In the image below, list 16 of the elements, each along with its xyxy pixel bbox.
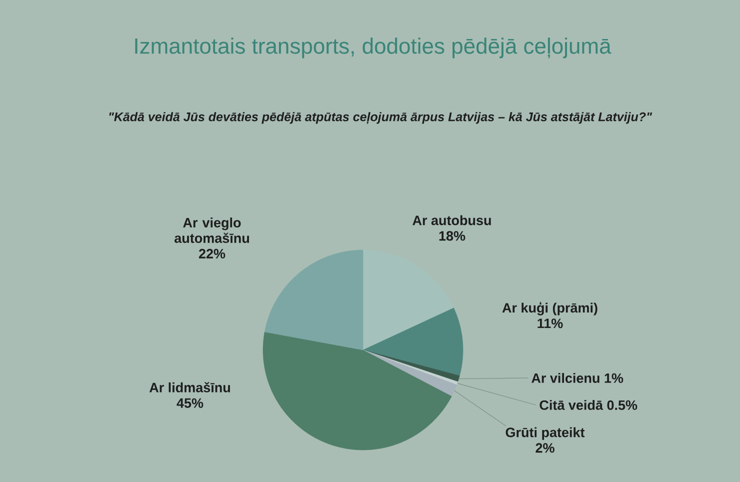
chart-subtitle: "Kādā veidā Jūs devāties pēdējā atpūtas ceļojumā ārpus Latvijas – kā Jūs atstājāt Latviju?" xyxy=(109,112,652,124)
slice-label: Ar lidmašīnu xyxy=(149,382,230,392)
slice-label: Ar kuģi (prāmi) xyxy=(502,302,598,316)
slice-label: Ar autobusu xyxy=(412,215,491,226)
data-label: 2% xyxy=(536,443,554,453)
data-label: 11% xyxy=(538,318,563,328)
data-label: 0.5% xyxy=(607,400,638,410)
data-label: 45% xyxy=(176,398,204,408)
slice-label: Grūti pateikt xyxy=(506,427,585,440)
slice-label: Citā veidā xyxy=(540,400,604,410)
slice-label: Ar vilcienu xyxy=(532,373,600,383)
data-label: 1% xyxy=(604,373,624,383)
data-label: 18% xyxy=(439,231,466,241)
slice-label: Ar vieglo automašīnu xyxy=(174,218,249,243)
data-label: 22% xyxy=(198,248,226,258)
chart-title: Izmantotais transports, dodoties pēdējā ceļojumā xyxy=(135,38,612,58)
